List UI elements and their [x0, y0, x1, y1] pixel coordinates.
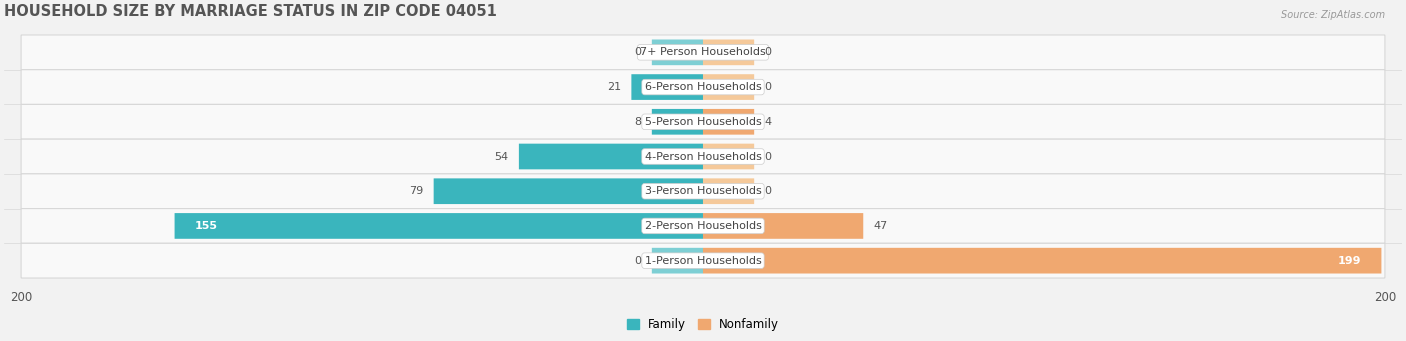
FancyBboxPatch shape: [21, 35, 1385, 70]
FancyBboxPatch shape: [21, 104, 1385, 139]
FancyBboxPatch shape: [703, 40, 754, 65]
Text: 199: 199: [1337, 256, 1361, 266]
Text: 4-Person Households: 4-Person Households: [644, 151, 762, 162]
FancyBboxPatch shape: [652, 248, 703, 273]
Text: 1-Person Households: 1-Person Households: [644, 256, 762, 266]
FancyBboxPatch shape: [21, 70, 1385, 104]
Text: 79: 79: [409, 186, 423, 196]
Legend: Family, Nonfamily: Family, Nonfamily: [621, 313, 785, 336]
Text: 7+ Person Households: 7+ Person Households: [640, 47, 766, 57]
FancyBboxPatch shape: [703, 213, 863, 239]
FancyBboxPatch shape: [631, 74, 703, 100]
Text: 0: 0: [765, 151, 772, 162]
FancyBboxPatch shape: [703, 109, 754, 135]
FancyBboxPatch shape: [652, 40, 703, 65]
FancyBboxPatch shape: [21, 243, 1385, 278]
FancyBboxPatch shape: [703, 74, 754, 100]
Text: 47: 47: [873, 221, 887, 231]
FancyBboxPatch shape: [703, 178, 754, 204]
FancyBboxPatch shape: [21, 139, 1385, 174]
Text: 4: 4: [765, 117, 772, 127]
FancyBboxPatch shape: [703, 248, 1382, 273]
FancyBboxPatch shape: [21, 174, 1385, 209]
Text: 0: 0: [765, 82, 772, 92]
Text: 3-Person Households: 3-Person Households: [644, 186, 762, 196]
Text: Source: ZipAtlas.com: Source: ZipAtlas.com: [1281, 10, 1385, 20]
Text: 2-Person Households: 2-Person Households: [644, 221, 762, 231]
FancyBboxPatch shape: [174, 213, 703, 239]
FancyBboxPatch shape: [703, 144, 754, 169]
Text: 0: 0: [634, 256, 641, 266]
FancyBboxPatch shape: [433, 178, 703, 204]
Text: 155: 155: [195, 221, 218, 231]
FancyBboxPatch shape: [652, 109, 703, 135]
Text: 0: 0: [765, 186, 772, 196]
Text: 8: 8: [634, 117, 641, 127]
Text: 54: 54: [495, 151, 509, 162]
Text: HOUSEHOLD SIZE BY MARRIAGE STATUS IN ZIP CODE 04051: HOUSEHOLD SIZE BY MARRIAGE STATUS IN ZIP…: [4, 4, 498, 19]
Text: 0: 0: [634, 47, 641, 57]
FancyBboxPatch shape: [21, 209, 1385, 243]
FancyBboxPatch shape: [519, 144, 703, 169]
Text: 21: 21: [607, 82, 621, 92]
Text: 6-Person Households: 6-Person Households: [644, 82, 762, 92]
Text: 5-Person Households: 5-Person Households: [644, 117, 762, 127]
Text: 0: 0: [765, 47, 772, 57]
